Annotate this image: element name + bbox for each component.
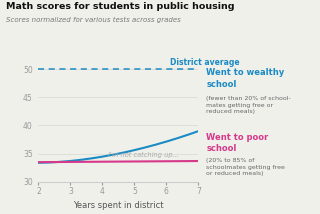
Text: (20% to 85% of
schoolmates getting free
or reduced meals): (20% to 85% of schoolmates getting free … (206, 158, 285, 176)
Text: Went to poor
school: Went to poor school (206, 133, 269, 153)
Text: Scores normalized for various tests across grades: Scores normalized for various tests acro… (6, 17, 181, 23)
Text: District average: District average (170, 58, 239, 67)
Text: (fewer than 20% of school-
mates getting free or
reduced meals): (fewer than 20% of school- mates getting… (206, 96, 291, 114)
Text: I'm not catching up...: I'm not catching up... (108, 152, 180, 158)
X-axis label: Years spent in district: Years spent in district (73, 201, 164, 210)
Text: Went to wealthy
school: Went to wealthy school (206, 68, 285, 89)
Text: Math scores for students in public housing: Math scores for students in public housi… (6, 2, 235, 11)
